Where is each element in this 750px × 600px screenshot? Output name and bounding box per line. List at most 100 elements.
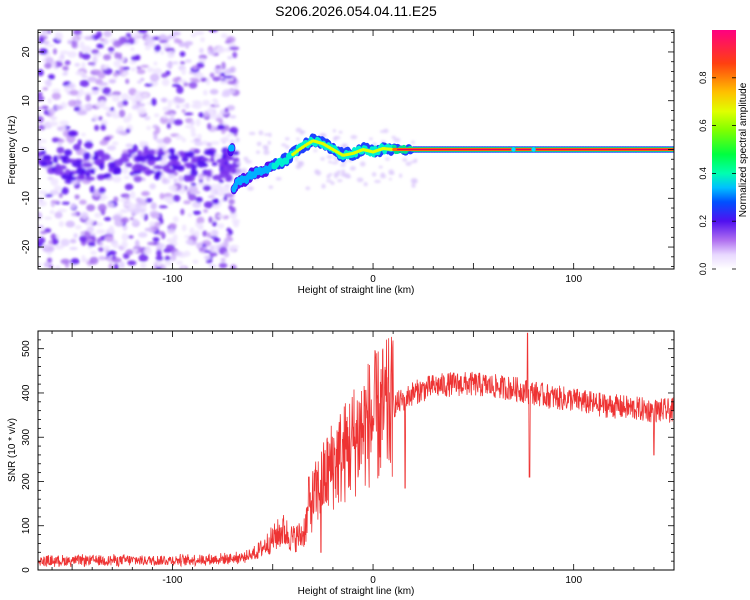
noise-blob [141, 177, 146, 182]
noise-blob [127, 148, 133, 154]
noise-blob [103, 54, 112, 61]
noise-blob [281, 143, 287, 147]
noise-blob [108, 78, 117, 84]
noise-blob [69, 238, 77, 244]
noise-blob [328, 173, 333, 176]
noise-blob [90, 168, 96, 175]
noise-blob [112, 141, 119, 146]
noise-blob [207, 195, 216, 199]
noise-blob [235, 171, 240, 176]
noise-blob [44, 216, 53, 220]
colorbar-ticks: 0.0 0.2 0.4 0.6 0.8 [698, 72, 736, 275]
noise-blob [205, 169, 212, 178]
noise-blob [66, 134, 76, 143]
noise-blob [176, 260, 183, 265]
noise-blob [50, 115, 58, 121]
noise-blob [101, 65, 109, 70]
noise-blob [164, 47, 175, 51]
noise-blob [132, 144, 139, 153]
noise-blob [199, 47, 204, 54]
spectrogram-x-tick-label: -100 [162, 274, 182, 285]
noise-blob [132, 218, 138, 225]
noise-blob [99, 100, 107, 107]
noise-blob [143, 248, 152, 255]
noise-blob [91, 49, 100, 54]
noise-blob [97, 203, 107, 212]
noise-blob [207, 107, 214, 114]
noise-blob [184, 125, 194, 129]
noise-blob [99, 241, 104, 247]
noise-blob [111, 114, 121, 119]
noise-blob [173, 119, 183, 126]
noise-blob [206, 232, 212, 238]
noise-blob [136, 208, 147, 213]
noise-blob [160, 72, 168, 79]
noise-blob [125, 32, 132, 38]
noise-blob [103, 30, 112, 38]
noise-blob [149, 73, 160, 82]
noise-blob [235, 161, 240, 165]
noise-blob [120, 93, 130, 101]
noise-blob [167, 200, 173, 205]
noise-blob [102, 106, 111, 110]
noise-blob [38, 211, 43, 220]
noise-blob [81, 255, 86, 263]
noise-blob [212, 198, 220, 205]
noise-blob [96, 31, 103, 39]
noise-blob [144, 115, 151, 121]
noise-blob [114, 51, 120, 59]
spectrogram-y-tick-label: 0 [21, 146, 32, 152]
noise-blob [113, 263, 119, 269]
noise-blob [184, 59, 192, 63]
noise-blob [258, 130, 264, 136]
noise-blob [81, 45, 92, 54]
noise-blob [194, 141, 203, 147]
noise-blob [38, 190, 48, 195]
noise-blob [188, 193, 197, 201]
noise-blob [295, 164, 302, 170]
noise-blob [223, 75, 233, 79]
noise-blob [65, 158, 77, 163]
noise-blob [224, 68, 232, 75]
noise-blob [167, 50, 175, 59]
noise-blob [50, 178, 59, 186]
noise-blob [190, 120, 195, 126]
noise-blob [328, 160, 332, 164]
signal-gap-marker [531, 147, 536, 152]
noise-blob [190, 132, 197, 138]
noise-blob [171, 31, 181, 36]
noise-blob [152, 213, 160, 219]
spectrogram-x-axis-label: Height of straight line (km) [298, 285, 415, 296]
noise-blob [140, 64, 150, 68]
noise-blob [100, 235, 106, 241]
noise-blob [49, 121, 59, 127]
noise-blob [267, 140, 271, 145]
noise-blob [52, 238, 59, 246]
noise-blob [215, 65, 222, 69]
noise-blob [38, 138, 44, 143]
noise-blob [162, 136, 172, 144]
noise-blob [411, 140, 415, 145]
noise-blob [54, 244, 64, 250]
noise-blob [133, 163, 144, 168]
snr-y-tick-label: 200 [21, 473, 32, 490]
noise-blob [50, 200, 60, 204]
noise-blob [141, 92, 149, 98]
noise-blob [198, 173, 204, 181]
noise-blob [156, 261, 162, 268]
noise-blob [256, 141, 262, 147]
noise-blob [61, 124, 67, 132]
noise-blob [190, 126, 196, 135]
noise-blob [158, 34, 168, 42]
noise-blob [313, 149, 318, 153]
noise-blob [38, 91, 43, 97]
noise-blob [107, 250, 117, 256]
noise-blob [359, 161, 366, 167]
noise-blob [380, 172, 385, 176]
noise-blob [40, 150, 46, 155]
noise-blob [201, 101, 211, 107]
noise-blob [181, 156, 189, 163]
noise-blob [263, 146, 269, 152]
noise-blob [139, 77, 145, 82]
noise-blob [64, 60, 71, 66]
